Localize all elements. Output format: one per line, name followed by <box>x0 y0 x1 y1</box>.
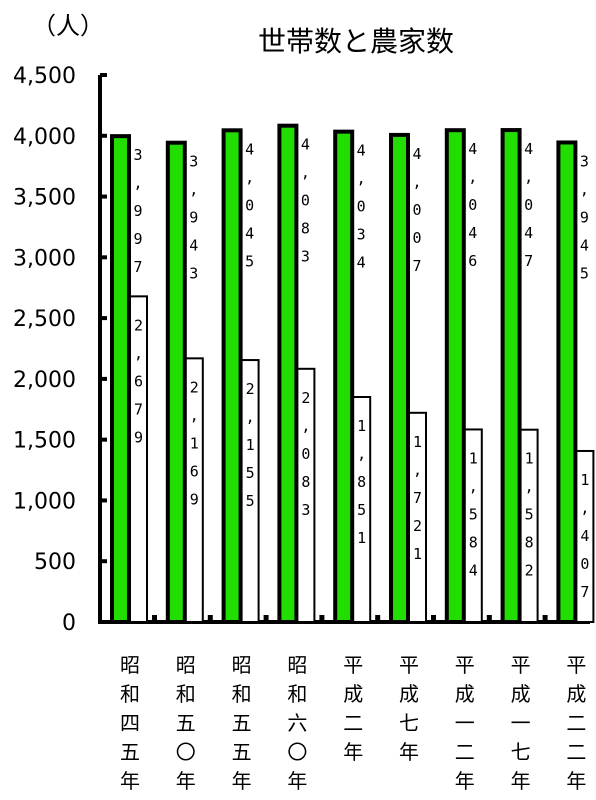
x-tick-label: 昭和四五年 <box>120 653 140 793</box>
group-separator-mark <box>486 615 492 621</box>
bar-series-2 <box>352 396 372 623</box>
bar-series-2 <box>129 295 148 623</box>
bar-series-1 <box>277 123 299 625</box>
bars: 3, 9 9 7 2, 6 7 9 3, 9 4 3 2, 1 6 9 4, 0 4 5 2, 1 5 5 4, 0 8 3 2, 0 8 3… <box>110 123 595 625</box>
y-tick-label: 500 <box>34 550 76 575</box>
y-tick-label: 2,500 <box>13 307 76 332</box>
group-separator-mark <box>542 615 548 621</box>
bar-series-1 <box>389 132 410 625</box>
x-tick-label: 昭和五五年 <box>232 653 252 793</box>
bar-series-2 <box>240 359 260 623</box>
bar-series-1 <box>556 140 578 624</box>
y-axis: 0 500 1,000 1,500 2,000 2,500 3,000 3,500 4,000 4… <box>13 64 590 636</box>
y-tick-label: 1,500 <box>13 429 76 454</box>
unit-label: （人） <box>32 12 104 40</box>
group-separator-mark <box>207 615 213 621</box>
x-axis-labels: 昭和四五年 昭和五〇年 昭和五五年 昭和六〇年 平成二年 平成七年 平成一二年 平成一七年 平成… <box>120 653 586 793</box>
x-tick-label: 平成一七年 <box>511 653 531 793</box>
bar-series-1 <box>221 128 243 625</box>
chart-title: 世帯数と農家数 <box>258 25 455 58</box>
x-tick-label: 平成二年 <box>343 653 363 764</box>
y-tick-label: 1,000 <box>13 489 76 514</box>
x-tick-label: 昭和五〇年 <box>176 653 196 793</box>
y-tick-label: 4,000 <box>13 125 76 150</box>
x-tick-label: 昭和六〇年 <box>287 653 307 793</box>
bar-series-1 <box>500 128 522 624</box>
bar-series-2 <box>575 449 595 624</box>
x-tick-label: 平成二二年 <box>566 653 586 793</box>
x-tick-label: 平成七年 <box>399 653 419 764</box>
bar-series-1 <box>165 140 187 624</box>
group-separator-mark <box>263 615 269 621</box>
bar-series-2 <box>184 357 204 623</box>
bar-series-1 <box>444 128 466 624</box>
x-tick-label: 平成一二年 <box>455 653 475 793</box>
y-tick-label: 4,500 <box>13 64 76 89</box>
y-tick-label: 3,000 <box>13 246 76 271</box>
bar-series-1 <box>110 134 131 624</box>
group-separator-mark <box>319 615 325 621</box>
bar-series-2 <box>519 428 539 623</box>
y-tick-label: 0 <box>62 611 76 636</box>
y-tick-label: 3,500 <box>13 186 76 211</box>
y-tick-label: 2,000 <box>13 368 76 393</box>
bar-series-2 <box>296 367 316 623</box>
group-separator-mark <box>152 615 157 621</box>
group-separator-mark <box>431 615 436 621</box>
group-separator-mark <box>375 615 381 621</box>
bar-series-2 <box>463 428 483 623</box>
bar-series-1 <box>333 129 355 624</box>
bar-series-2 <box>408 411 427 623</box>
